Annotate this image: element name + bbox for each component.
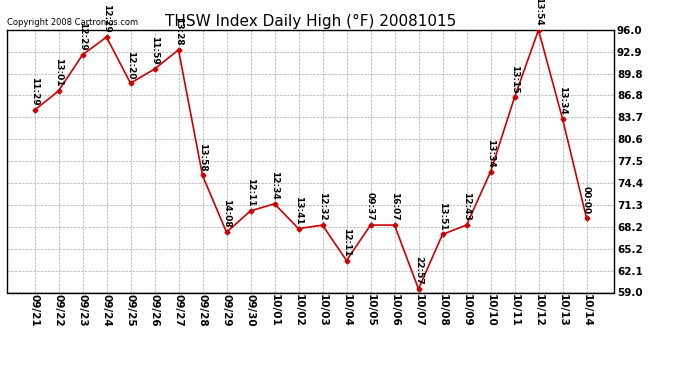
Text: 13:58: 13:58: [198, 142, 207, 171]
Text: 00:00: 00:00: [582, 186, 591, 214]
Text: 13:51: 13:51: [438, 201, 447, 230]
Text: 16:07: 16:07: [390, 192, 399, 221]
Title: THSW Index Daily High (°F) 20081015: THSW Index Daily High (°F) 20081015: [165, 14, 456, 29]
Text: 11:59: 11:59: [150, 36, 159, 65]
Text: 12:32: 12:32: [318, 192, 327, 221]
Text: Copyright 2008 Cartronics.com: Copyright 2008 Cartronics.com: [7, 18, 138, 27]
Text: 11:29: 11:29: [30, 77, 39, 106]
Text: 12:29: 12:29: [78, 22, 87, 51]
Text: 13:15: 13:15: [510, 64, 519, 93]
Text: 12:20: 12:20: [126, 51, 135, 79]
Text: 13:28: 13:28: [174, 17, 183, 46]
Text: 12:34: 12:34: [270, 171, 279, 200]
Text: 14:08: 14:08: [222, 200, 231, 228]
Text: 13:34: 13:34: [558, 86, 567, 114]
Text: 13:41: 13:41: [294, 196, 303, 225]
Text: 22:57: 22:57: [414, 256, 423, 285]
Text: 12:43: 12:43: [462, 192, 471, 221]
Text: 13:34: 13:34: [486, 139, 495, 168]
Text: 12:29: 12:29: [102, 4, 111, 33]
Text: 12:11: 12:11: [342, 228, 351, 256]
Text: 09:37: 09:37: [366, 192, 375, 221]
Text: 13:54: 13:54: [534, 0, 543, 26]
Text: 12:11: 12:11: [246, 178, 255, 207]
Text: 13:01: 13:01: [54, 58, 63, 87]
